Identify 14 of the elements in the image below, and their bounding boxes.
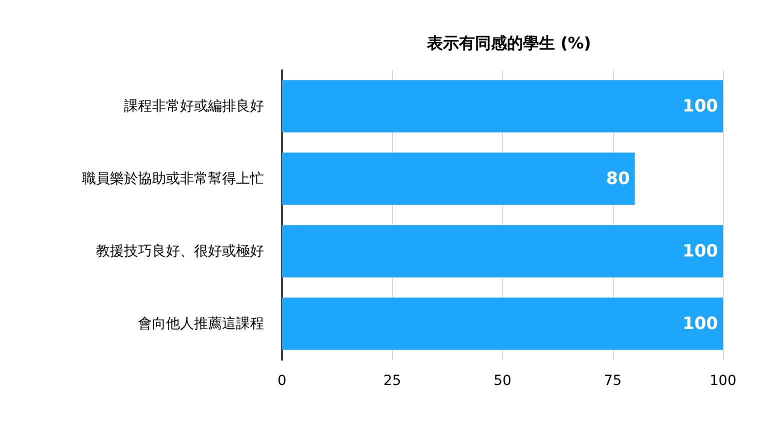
y-tick-label: 課程非常好或編排良好 (124, 98, 264, 114)
data-label: 100 (682, 241, 718, 262)
y-tick-label: 職員樂於協助或非常幫得上忙 (82, 170, 264, 187)
data-label: 100 (682, 96, 718, 116)
y-tick-label: 會向他人推薦這課程 (138, 316, 264, 332)
x-tick-label: 50 (494, 373, 512, 389)
data-label: 80 (606, 168, 630, 189)
x-tick-label: 75 (604, 373, 622, 389)
chart-title: 表示有同感的學生 (%) (426, 34, 592, 52)
x-tick-label: 0 (278, 373, 286, 389)
x-tick-label: 100 (710, 373, 736, 389)
y-tick-label: 教援技巧良好、很好或極好 (96, 243, 264, 260)
data-label: 100 (682, 314, 718, 334)
x-tick-label: 25 (383, 373, 402, 389)
